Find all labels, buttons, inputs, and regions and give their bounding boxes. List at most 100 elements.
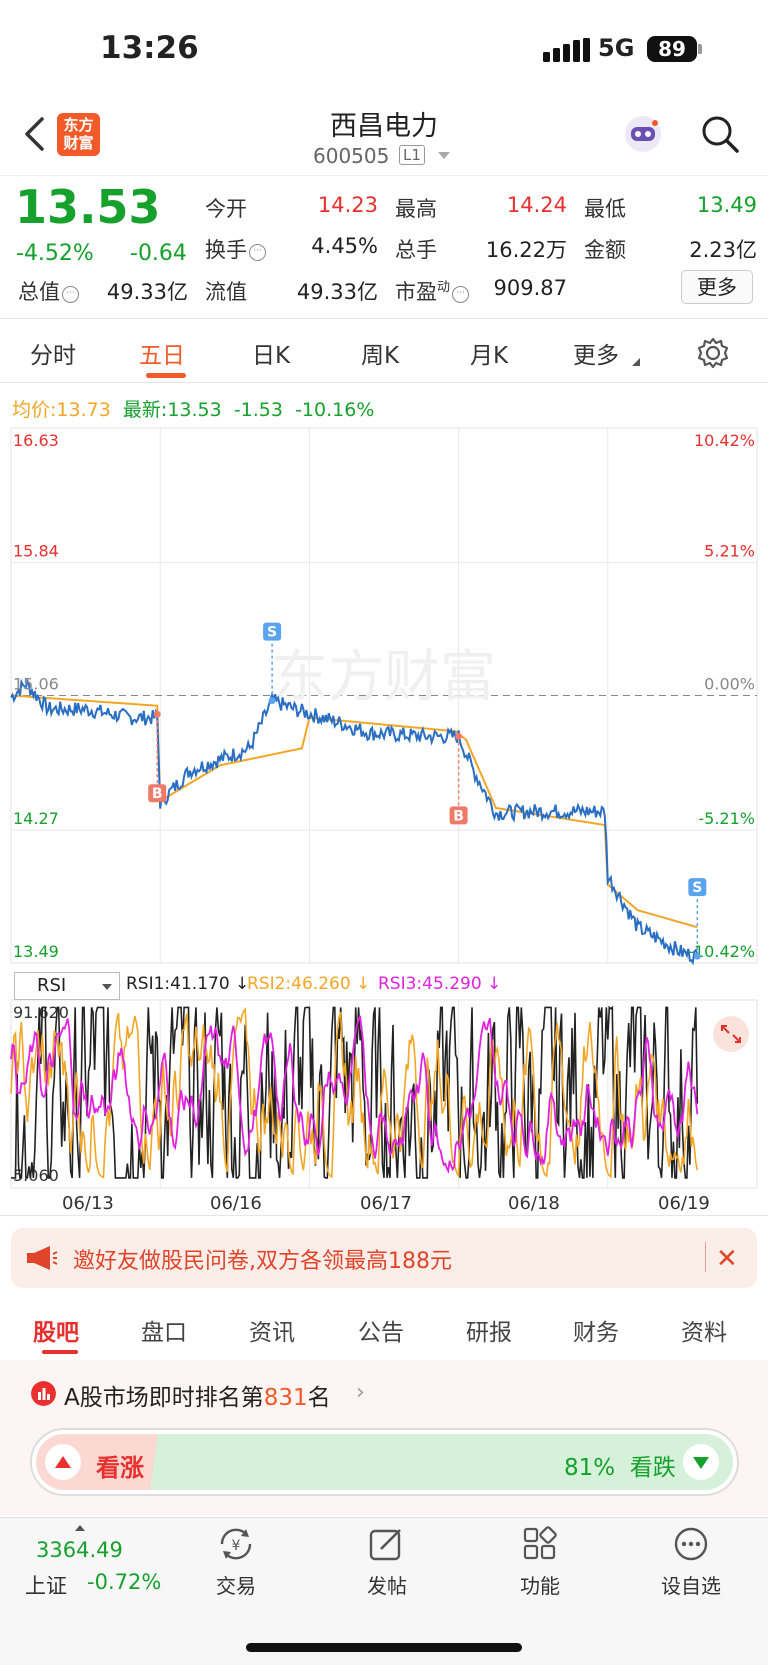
index-value[interactable]: 3364.49 <box>36 1538 123 1562</box>
tab-monthly-k[interactable]: 月K <box>470 343 509 369</box>
svg-text:¥: ¥ <box>232 1538 241 1554</box>
change-value: -0.64 <box>130 241 187 266</box>
rank-number: 831 <box>263 1385 308 1411</box>
open-label: 今开 <box>205 197 247 221</box>
rsi3-line <box>10 1015 699 1174</box>
nav-watchlist[interactable]: 设自选 <box>661 1574 721 1598</box>
y-tick-label-right: -5.21% <box>698 809 755 828</box>
close-icon[interactable]: ✕ <box>716 1244 738 1274</box>
y-tick-label-right: -10.42% <box>688 942 755 961</box>
mktcap-label: 总值 ··· <box>18 276 79 306</box>
promo-banner[interactable] <box>11 1228 757 1288</box>
vote-down-label[interactable]: 81% 看跌 <box>564 1448 676 1482</box>
nav-trade[interactable]: 交易 <box>216 1574 256 1598</box>
gear-icon[interactable] <box>697 337 729 369</box>
stock-code[interactable]: 600505 <box>313 144 390 168</box>
mktcap-value: 49.33亿 <box>106 280 188 304</box>
watermark: 东方财富 <box>272 645 496 710</box>
chevron-right-icon[interactable]: › <box>356 1380 365 1405</box>
vote-down-text: 看跌 <box>629 1455 676 1481</box>
tab-more[interactable]: 更多 <box>573 343 619 369</box>
float-label: 流值 <box>205 280 247 304</box>
more-button[interactable]: 更多 <box>681 270 753 304</box>
pe-label: 市盈动 ··· <box>395 276 470 306</box>
high-value: 14.24 <box>506 193 567 217</box>
index-caret-icon[interactable] <box>75 1525 85 1531</box>
float-value: 49.33亿 <box>296 280 378 304</box>
tab-profile[interactable]: 资料 <box>681 1320 727 1346</box>
trade-icon[interactable]: ¥ <box>216 1526 256 1562</box>
avg-price-line <box>10 694 698 929</box>
pe-sup: 动 <box>437 280 451 295</box>
bar-chart-icon <box>31 1381 56 1406</box>
tab-intraday[interactable]: 分时 <box>30 343 76 369</box>
signal-icon <box>543 38 590 62</box>
pe-value: 909.87 <box>493 276 567 300</box>
volume-value: 16.22万 <box>485 238 567 262</box>
code-dropdown-icon[interactable] <box>438 152 450 159</box>
date-label: 06/13 <box>62 1193 114 1214</box>
nav-post[interactable]: 发帖 <box>367 1574 407 1598</box>
y-tick-label-right: 10.42% <box>694 431 755 450</box>
amount-value: 2.23亿 <box>689 238 757 262</box>
back-icon[interactable] <box>22 116 46 152</box>
volume-label: 总手 <box>395 238 437 262</box>
header-divider <box>0 175 768 176</box>
rsi-panel-frame <box>10 999 758 1189</box>
y-tick-label: 13.49 <box>13 942 59 961</box>
trade-marker-dot <box>153 710 161 718</box>
quote-divider <box>0 318 768 319</box>
tab-announcements[interactable]: 公告 <box>358 1320 404 1346</box>
pe-info-icon[interactable]: ··· <box>452 286 470 303</box>
tab-research[interactable]: 研报 <box>466 1320 512 1346</box>
vote-up-label[interactable]: 看涨 <box>96 1454 144 1482</box>
indicator-dropdown-icon[interactable] <box>102 984 112 990</box>
index-name[interactable]: 上证 <box>25 1574 67 1598</box>
indicator-select[interactable]: RSI <box>14 972 120 1000</box>
search-icon[interactable] <box>700 114 740 154</box>
turnover-info-icon[interactable]: ··· <box>249 244 266 261</box>
index-change[interactable]: -0.72% <box>87 1570 162 1594</box>
rank-suffix: 名 <box>307 1385 331 1411</box>
trade-marker-label: B <box>152 786 163 802</box>
arrow-down-icon <box>693 1457 709 1469</box>
grid-icon[interactable] <box>522 1526 558 1562</box>
y-tick-label-right: 5.21% <box>704 542 755 561</box>
arrow-up-icon <box>55 1456 71 1468</box>
trade-marker-dot <box>268 697 276 705</box>
amount-label: 金额 <box>584 238 626 262</box>
rsi2-legend: RSI2:46.260 ↓ <box>247 974 371 994</box>
change-percent: -4.52% <box>16 241 94 266</box>
tab-weekly-k[interactable]: 周K <box>361 343 400 369</box>
more-dots-icon[interactable] <box>673 1526 709 1562</box>
rsi-max-label: 91.620 <box>13 1003 69 1022</box>
tab-five-day[interactable]: 五日 <box>139 343 185 369</box>
robot-assistant-icon[interactable] <box>622 113 664 155</box>
compose-icon[interactable] <box>368 1526 404 1562</box>
trade-marker-label: S <box>692 880 702 896</box>
tab-finance[interactable]: 财务 <box>573 1320 619 1346</box>
turnover-value: 4.45% <box>311 234 378 258</box>
trade-marker-badge <box>449 806 468 825</box>
trade-marker-dot <box>693 952 701 960</box>
expand-icon[interactable] <box>713 1016 749 1052</box>
price-chart[interactable]: 东方财富 16.63 10.42% 15.84 5.21% 15.06 0.00% 14.27… <box>0 426 768 1196</box>
price-line <box>10 677 699 966</box>
battery-icon: 89 <box>647 36 697 62</box>
rank-text[interactable]: A股市场即时排名第831名 <box>64 1378 331 1412</box>
tab-guba[interactable]: 股吧 <box>33 1320 79 1346</box>
logo-text-2: 财富 <box>63 134 94 152</box>
y-tick-label: 15.06 <box>13 675 59 694</box>
tab-news[interactable]: 资讯 <box>249 1320 295 1346</box>
rank-prefix: A股市场即时排名第 <box>64 1385 264 1411</box>
level-badge: L1 <box>399 145 425 165</box>
vote-down-area[interactable] <box>158 1434 733 1490</box>
date-label: 06/18 <box>508 1193 560 1214</box>
tab-pankou[interactable]: 盘口 <box>141 1320 187 1346</box>
vote-split <box>150 1434 170 1490</box>
mktcap-info-icon[interactable]: ··· <box>62 286 79 303</box>
tab-daily-k[interactable]: 日K <box>252 343 291 369</box>
nav-function[interactable]: 功能 <box>520 1574 560 1598</box>
vote-down-pct: 81% <box>564 1455 616 1481</box>
banner-text: 邀好友做股民问卷,双方各领最高188元 <box>73 1249 452 1274</box>
